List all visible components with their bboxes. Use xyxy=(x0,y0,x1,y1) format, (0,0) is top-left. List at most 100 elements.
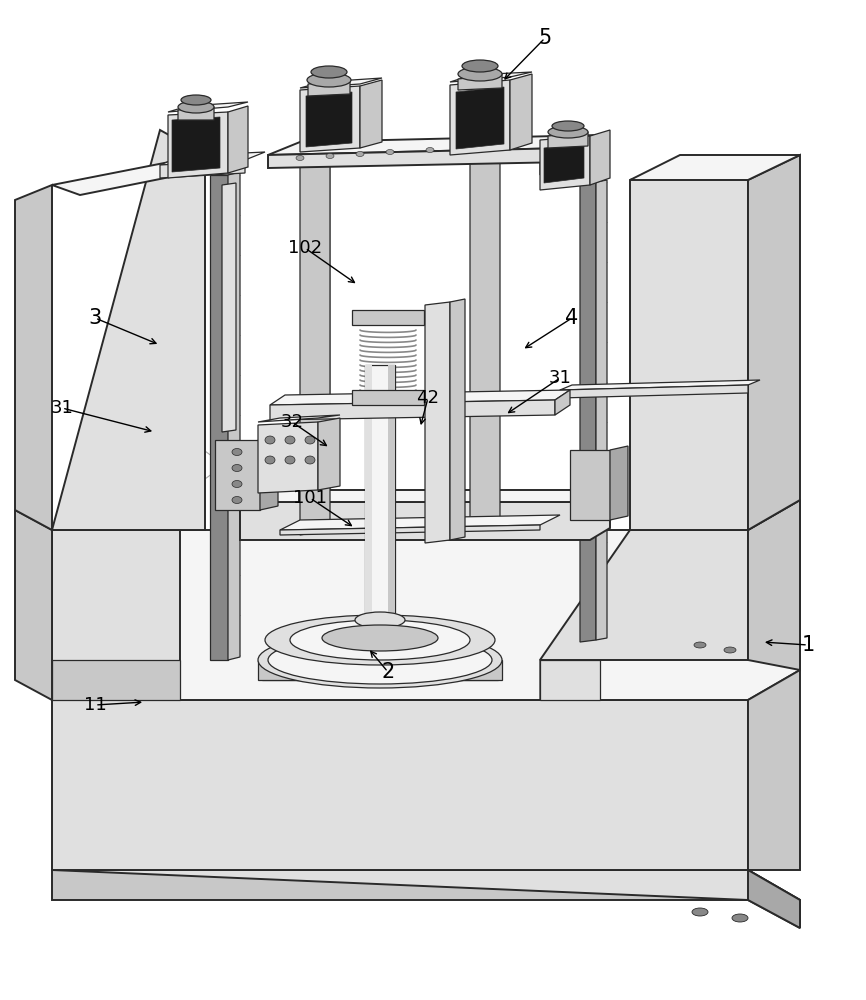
Polygon shape xyxy=(306,92,352,147)
Text: 5: 5 xyxy=(539,28,552,48)
Text: 42: 42 xyxy=(417,389,440,407)
Ellipse shape xyxy=(285,456,295,464)
Polygon shape xyxy=(52,155,230,195)
Polygon shape xyxy=(215,440,260,510)
Polygon shape xyxy=(352,390,424,405)
Polygon shape xyxy=(355,620,405,640)
Text: 4: 4 xyxy=(565,308,578,328)
Polygon shape xyxy=(280,155,540,165)
Polygon shape xyxy=(280,515,560,530)
Ellipse shape xyxy=(694,642,706,648)
Polygon shape xyxy=(425,302,450,543)
Ellipse shape xyxy=(358,633,402,647)
Polygon shape xyxy=(160,152,265,165)
Polygon shape xyxy=(510,74,532,150)
Polygon shape xyxy=(178,107,214,120)
Ellipse shape xyxy=(232,448,242,456)
Polygon shape xyxy=(15,185,52,530)
Polygon shape xyxy=(365,365,395,630)
Ellipse shape xyxy=(355,612,405,628)
Polygon shape xyxy=(52,500,800,700)
Ellipse shape xyxy=(268,636,492,684)
Ellipse shape xyxy=(305,436,315,444)
Polygon shape xyxy=(168,102,248,112)
Ellipse shape xyxy=(290,620,470,660)
Text: 31: 31 xyxy=(50,399,74,417)
Polygon shape xyxy=(555,390,570,415)
Polygon shape xyxy=(568,135,600,162)
Ellipse shape xyxy=(305,456,315,464)
Polygon shape xyxy=(280,525,540,535)
Polygon shape xyxy=(748,670,800,870)
Polygon shape xyxy=(300,160,330,535)
Polygon shape xyxy=(450,80,510,155)
Polygon shape xyxy=(548,132,588,148)
Polygon shape xyxy=(222,183,236,432)
Polygon shape xyxy=(262,660,498,680)
Polygon shape xyxy=(450,299,465,540)
Polygon shape xyxy=(160,160,245,178)
Ellipse shape xyxy=(466,146,474,151)
Ellipse shape xyxy=(265,456,275,464)
Polygon shape xyxy=(388,365,395,630)
Polygon shape xyxy=(570,450,610,520)
Text: 1: 1 xyxy=(801,635,815,655)
Polygon shape xyxy=(258,415,340,422)
Polygon shape xyxy=(610,446,628,520)
Polygon shape xyxy=(540,136,590,190)
Polygon shape xyxy=(270,390,570,405)
Ellipse shape xyxy=(462,60,498,72)
Ellipse shape xyxy=(386,149,394,154)
Ellipse shape xyxy=(311,66,347,78)
Ellipse shape xyxy=(265,615,495,665)
Polygon shape xyxy=(258,422,318,493)
Text: 102: 102 xyxy=(288,239,322,257)
Text: 2: 2 xyxy=(381,662,395,682)
Polygon shape xyxy=(630,155,800,180)
Polygon shape xyxy=(318,418,340,490)
Polygon shape xyxy=(280,145,560,160)
Polygon shape xyxy=(240,490,610,502)
Text: 31: 31 xyxy=(548,369,572,387)
Ellipse shape xyxy=(232,481,242,488)
Polygon shape xyxy=(15,510,52,700)
Polygon shape xyxy=(560,385,748,398)
Polygon shape xyxy=(52,130,205,530)
Ellipse shape xyxy=(692,908,708,916)
Polygon shape xyxy=(260,436,278,510)
Text: 32: 32 xyxy=(281,413,303,431)
Ellipse shape xyxy=(181,95,211,105)
Polygon shape xyxy=(540,660,600,700)
Polygon shape xyxy=(168,112,228,178)
Polygon shape xyxy=(748,870,800,928)
Polygon shape xyxy=(590,130,610,185)
Polygon shape xyxy=(52,700,748,870)
Polygon shape xyxy=(748,155,800,530)
Polygon shape xyxy=(630,500,800,530)
Ellipse shape xyxy=(232,464,242,472)
Polygon shape xyxy=(52,870,800,928)
Ellipse shape xyxy=(426,147,434,152)
Polygon shape xyxy=(268,148,568,168)
Polygon shape xyxy=(52,660,180,700)
Ellipse shape xyxy=(258,632,502,688)
Polygon shape xyxy=(630,165,748,530)
Polygon shape xyxy=(228,172,240,660)
Polygon shape xyxy=(300,86,360,152)
Ellipse shape xyxy=(724,647,736,653)
Ellipse shape xyxy=(232,496,242,504)
Polygon shape xyxy=(210,175,228,660)
Ellipse shape xyxy=(326,153,334,158)
Ellipse shape xyxy=(296,155,304,160)
Ellipse shape xyxy=(265,436,275,444)
Polygon shape xyxy=(258,660,502,680)
Polygon shape xyxy=(268,135,600,155)
Polygon shape xyxy=(540,145,560,175)
Text: 11: 11 xyxy=(84,696,107,714)
Polygon shape xyxy=(470,156,500,530)
Polygon shape xyxy=(228,106,248,173)
Polygon shape xyxy=(52,870,800,900)
Polygon shape xyxy=(456,87,504,149)
Polygon shape xyxy=(300,78,382,88)
Polygon shape xyxy=(270,400,555,420)
